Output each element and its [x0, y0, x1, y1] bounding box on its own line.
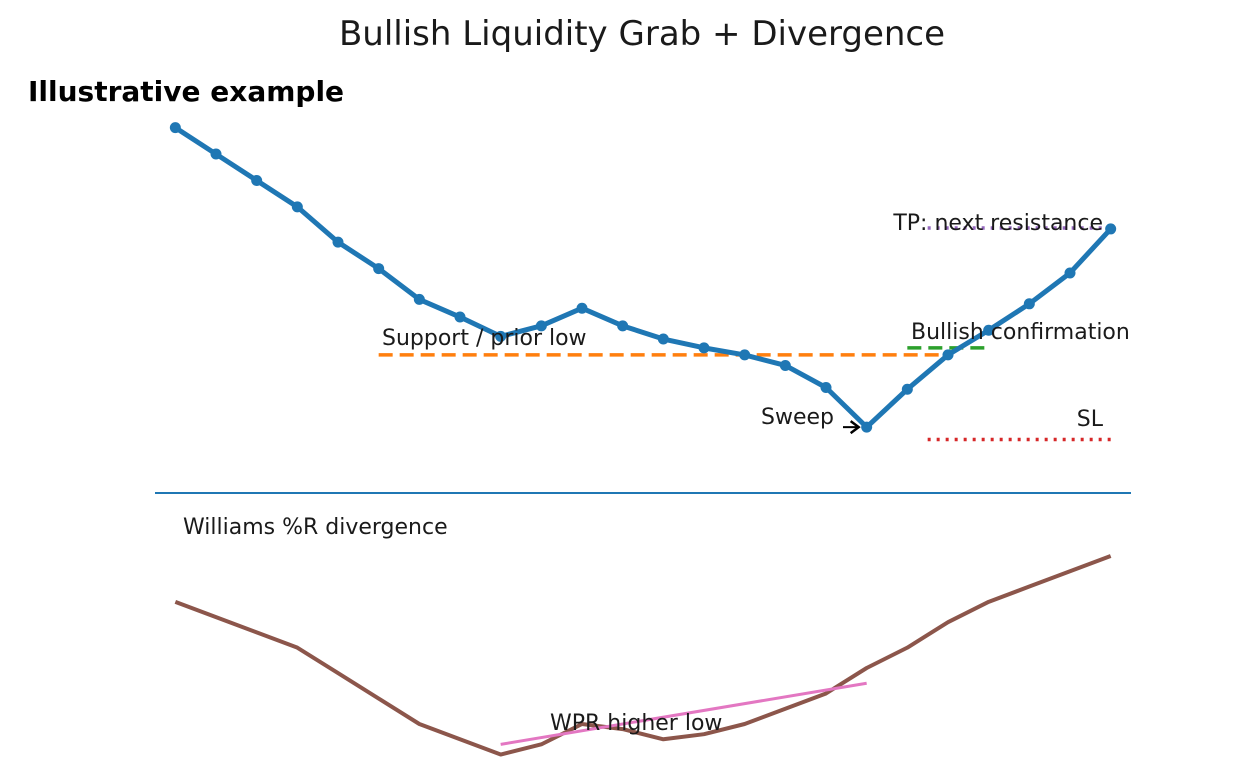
wpr-divergence-label: WPR higher low [550, 711, 722, 736]
price-point [820, 382, 832, 393]
tp-line-label: TP: next resistance [892, 211, 1103, 236]
price-point [576, 302, 588, 314]
price-series-line [172, 125, 1114, 430]
chart-subtitle: Illustrative example [28, 75, 344, 108]
sweep-annotation: Sweep [761, 405, 834, 430]
sweep-arrow-head [849, 420, 861, 435]
price-point [861, 421, 873, 433]
price-point [454, 311, 466, 323]
williams-r-label: Williams %R divergence [183, 515, 448, 540]
price-point [291, 201, 303, 213]
wpr-series-line [174, 554, 1112, 757]
sl-line-label: SL [1077, 407, 1104, 432]
price-point [942, 349, 954, 361]
price-point [373, 263, 385, 275]
price-point [698, 342, 710, 354]
price-point [413, 293, 425, 305]
price-point [983, 324, 995, 336]
price-point [332, 236, 344, 248]
price-point [251, 174, 263, 186]
price-point [657, 333, 669, 345]
price-point [495, 330, 507, 342]
support-line-label: Support / prior low [382, 326, 587, 351]
price-point [901, 383, 913, 395]
indicator-panel: WPR higher low [174, 554, 1112, 757]
price-point [779, 359, 791, 371]
price-point [617, 320, 629, 332]
price-point [1064, 267, 1076, 279]
price-point [1105, 223, 1117, 235]
price-point [535, 320, 547, 332]
confirmation-line-label: Bullish confirmation [911, 320, 1130, 345]
price-panel: Support / prior low TP: next resistance Bu… [169, 122, 1130, 442]
chart-title: Bullish Liquidity Grab + Divergence [339, 14, 945, 54]
price-point [1023, 298, 1035, 310]
price-point [169, 122, 181, 134]
wpr-divergence-line [500, 681, 867, 746]
price-point [739, 349, 751, 361]
price-point [210, 148, 222, 160]
